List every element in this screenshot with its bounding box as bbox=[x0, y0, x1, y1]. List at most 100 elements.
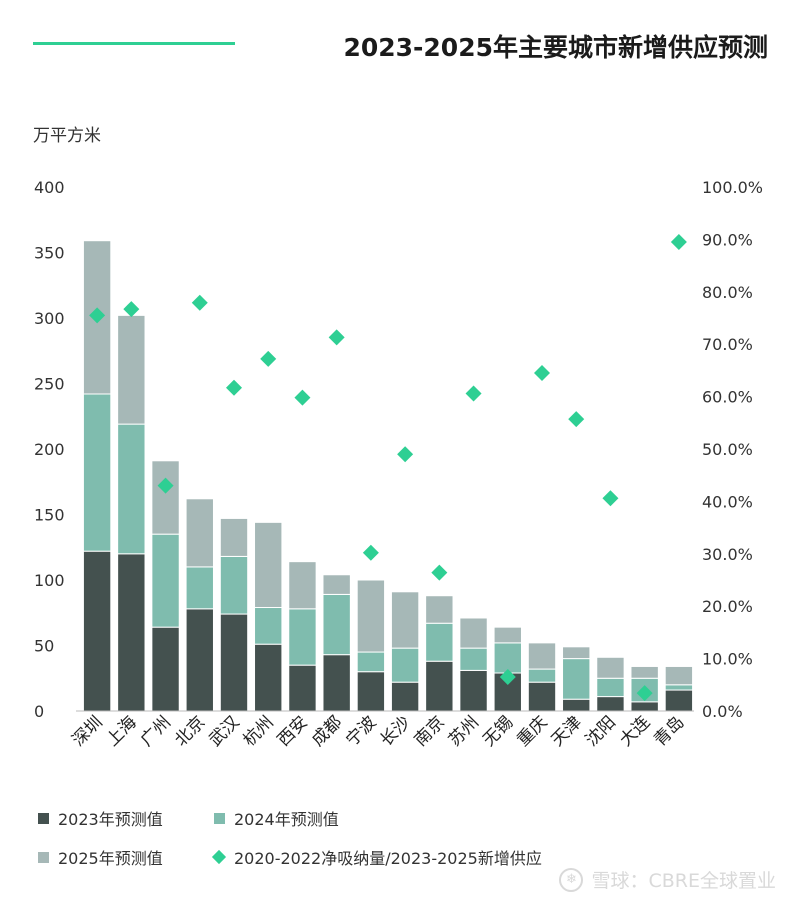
bar-segment bbox=[82, 550, 112, 712]
legend-item-2024: 2024年预测值 bbox=[214, 806, 339, 830]
ratio-point bbox=[362, 544, 379, 561]
x-tick-label: 杭州 bbox=[240, 712, 278, 750]
y2-tick-label: 10.0% bbox=[702, 650, 753, 669]
x-tick-label: 宁波 bbox=[342, 712, 380, 750]
x-tick-label: 青岛 bbox=[650, 712, 688, 750]
watermark: ❄ 雪球：CBRE全球置业 bbox=[559, 866, 776, 893]
legend-item-ratio: 2020-2022净吸纳量/2023-2025新增供应 bbox=[211, 845, 542, 869]
ratio-point bbox=[89, 307, 106, 324]
bar-segment bbox=[596, 677, 625, 698]
x-tick-label: 天津 bbox=[548, 712, 586, 750]
bar-segment bbox=[117, 314, 146, 425]
bar-segment bbox=[596, 696, 625, 712]
chart-title: 2023-2025年主要城市新增供应预测 bbox=[343, 33, 768, 62]
bar-segment bbox=[151, 460, 180, 535]
y2-tick-label: 90.0% bbox=[702, 230, 753, 249]
y2-tick-label: 30.0% bbox=[702, 545, 753, 564]
y-tick-label: 300 bbox=[34, 309, 65, 328]
bar-segment bbox=[390, 647, 420, 683]
bar-segment bbox=[390, 681, 420, 712]
bar-segment bbox=[562, 646, 591, 660]
bar-segment bbox=[322, 654, 351, 712]
bar-segment bbox=[527, 681, 557, 712]
y-tick-label: 400 bbox=[34, 178, 65, 197]
legend-swatch-2025 bbox=[38, 851, 49, 863]
x-tick-label: 成都 bbox=[308, 712, 346, 750]
y2-tick-label: 50.0% bbox=[702, 440, 753, 459]
y-tick-label: 100 bbox=[34, 571, 65, 590]
bar-segment bbox=[425, 660, 454, 712]
bar-segment bbox=[254, 607, 283, 645]
bar-segment bbox=[254, 643, 283, 712]
bar-segment bbox=[425, 595, 454, 624]
x-tick-label: 长沙 bbox=[376, 712, 414, 750]
bar-segment bbox=[151, 626, 180, 712]
bar-segment bbox=[117, 423, 146, 555]
y2-tick-label: 70.0% bbox=[702, 335, 753, 354]
x-tick-label: 南京 bbox=[411, 712, 449, 750]
ratio-point bbox=[602, 490, 619, 507]
ratio-point bbox=[294, 389, 311, 406]
bar-segment bbox=[151, 533, 180, 628]
bar-segment bbox=[356, 671, 386, 712]
bar-segment bbox=[185, 566, 214, 610]
x-tick-label: 无锡 bbox=[479, 712, 517, 750]
bar-segment bbox=[630, 665, 659, 679]
legend-swatch-2023 bbox=[38, 812, 49, 824]
x-tick-label: 苏州 bbox=[445, 712, 483, 750]
y2-tick-label: 100.0% bbox=[702, 178, 763, 197]
bar-segment bbox=[562, 698, 591, 712]
bar-segment bbox=[596, 656, 625, 679]
bar-segment bbox=[425, 622, 454, 662]
bar-segment bbox=[254, 521, 283, 609]
bar-segment bbox=[630, 701, 659, 712]
bar-segment bbox=[219, 555, 249, 615]
ratio-point bbox=[670, 234, 687, 251]
x-tick-label: 深圳 bbox=[68, 712, 106, 750]
bar-segment bbox=[117, 553, 146, 712]
ratio-point bbox=[499, 668, 516, 685]
ratio-point bbox=[431, 564, 448, 581]
bar-segment bbox=[527, 642, 557, 670]
y2-tick-label: 0.0% bbox=[702, 702, 743, 721]
ratio-point bbox=[123, 301, 140, 318]
ratio-point bbox=[465, 385, 482, 402]
legend-label-ratio: 2020-2022净吸纳量/2023-2025新增供应 bbox=[234, 849, 542, 868]
y2-tick-label: 60.0% bbox=[702, 388, 753, 407]
bar-segment bbox=[288, 561, 317, 610]
ratio-point bbox=[568, 411, 585, 428]
bar-segment bbox=[82, 393, 112, 552]
x-tick-label: 大连 bbox=[616, 712, 654, 750]
bar-segment bbox=[322, 574, 351, 595]
bar-segment bbox=[219, 517, 249, 557]
y2-tick-label: 20.0% bbox=[702, 597, 753, 616]
bar-segment bbox=[356, 651, 386, 673]
ratio-point bbox=[157, 477, 174, 494]
x-tick-label: 广州 bbox=[137, 712, 175, 750]
legend-item-2025: 2025年预测值 bbox=[38, 845, 163, 869]
ratio-point bbox=[260, 350, 277, 367]
watermark-text: 雪球：CBRE全球置业 bbox=[591, 870, 776, 892]
bar-segment bbox=[527, 668, 557, 683]
bar-segment bbox=[493, 626, 522, 644]
bar-segment bbox=[322, 593, 351, 656]
bar-segment bbox=[356, 579, 386, 653]
y-tick-label: 150 bbox=[34, 506, 65, 525]
x-tick-label: 沈阳 bbox=[582, 712, 620, 750]
bar-segment bbox=[288, 608, 317, 666]
y-tick-label: 0 bbox=[34, 702, 44, 721]
bar-segment bbox=[459, 669, 488, 712]
y-tick-label: 50 bbox=[34, 637, 54, 656]
left-axis-unit-label: 万平方米 bbox=[33, 126, 101, 146]
x-tick-label: 重庆 bbox=[513, 712, 551, 750]
ratio-point bbox=[397, 446, 414, 463]
bar-segment bbox=[390, 591, 420, 649]
ratio-point bbox=[328, 329, 345, 346]
legend-swatch-2024 bbox=[214, 812, 225, 824]
x-tick-label: 西安 bbox=[274, 712, 312, 750]
bar-segment bbox=[288, 664, 317, 712]
y2-tick-label: 40.0% bbox=[702, 492, 753, 511]
bar-segment bbox=[459, 647, 488, 671]
stacked-bar-chart: 0 50 100 150 200 250 300 350 400 0.0% 10.0% 20.0% 30… bbox=[34, 178, 763, 751]
ratio-point bbox=[191, 294, 208, 311]
